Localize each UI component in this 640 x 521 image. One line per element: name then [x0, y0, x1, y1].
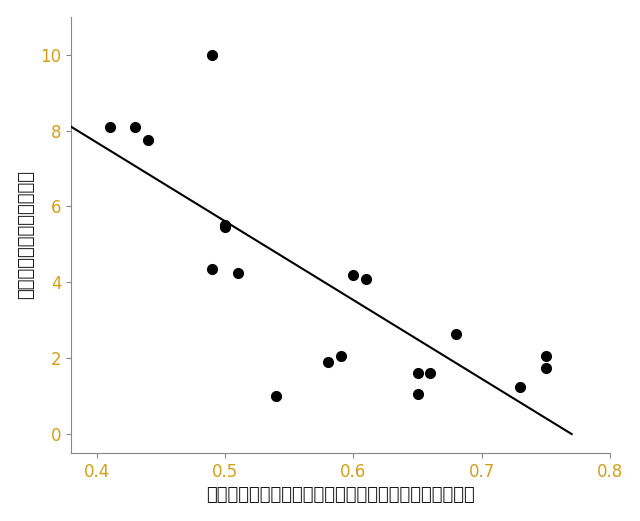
Point — [413, 390, 423, 399]
Point — [143, 136, 153, 144]
Y-axis label: 損失忌避（慎重さ）の指標: 損失忌避（慎重さ）の指標 — [17, 170, 35, 300]
Point — [348, 270, 358, 279]
Point — [104, 122, 115, 131]
Point — [361, 275, 371, 283]
Point — [233, 269, 243, 277]
Point — [541, 352, 551, 361]
Point — [323, 358, 333, 366]
X-axis label: 視床のノルアドレナリントランスポーターの密度の指標: 視床のノルアドレナリントランスポーターの密度の指標 — [206, 486, 475, 504]
Point — [515, 382, 525, 391]
Point — [413, 369, 423, 378]
Point — [271, 392, 282, 400]
Point — [451, 329, 461, 338]
Point — [207, 265, 218, 273]
Point — [335, 352, 346, 361]
Point — [220, 221, 230, 230]
Point — [541, 364, 551, 372]
Point — [426, 369, 436, 378]
Point — [220, 223, 230, 231]
Point — [207, 51, 218, 59]
Point — [130, 122, 140, 131]
